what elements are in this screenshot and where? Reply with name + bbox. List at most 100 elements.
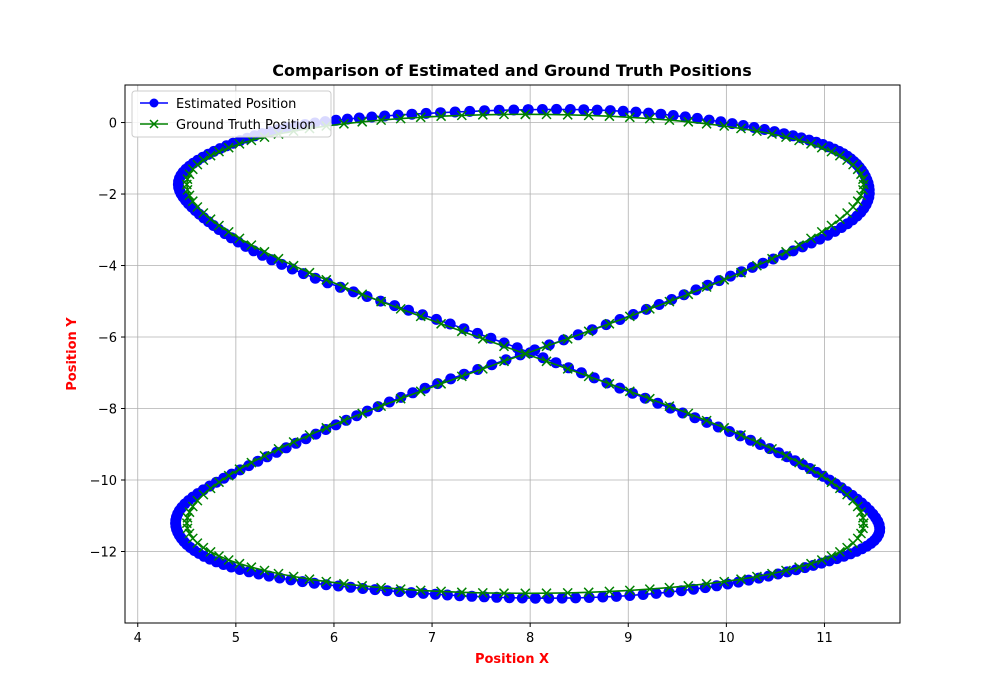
data-point-ground-truth (805, 464, 817, 475)
data-point-ground-truth (852, 501, 863, 512)
data-point-ground-truth (395, 584, 406, 595)
data-point-ground-truth (477, 333, 488, 344)
data-point-ground-truth (376, 582, 387, 593)
data-point-ground-truth (826, 550, 837, 562)
data-point-ground-truth (644, 113, 655, 124)
data-point-estimated (522, 104, 534, 116)
data-point-ground-truth (751, 260, 762, 271)
data-point-ground-truth (826, 220, 837, 231)
data-point-ground-truth (701, 415, 712, 426)
data-point-ground-truth (498, 341, 510, 352)
data-point-estimated (691, 112, 703, 124)
data-point-ground-truth (436, 586, 447, 597)
x-tick-label: 11 (816, 631, 833, 646)
ticks: 4 5 6 7 8 9 10 11 0 −2 −4 −6 −8 −10 −12 (90, 117, 833, 646)
data-point-ground-truth (816, 226, 827, 237)
data-point-ground-truth (842, 155, 853, 166)
data-point-ground-truth (701, 118, 712, 129)
data-point-estimated (675, 585, 687, 597)
data-point-ground-truth (357, 408, 368, 419)
data-point-ground-truth (213, 550, 225, 562)
data-point-ground-truth (834, 546, 845, 557)
data-point-ground-truth (794, 562, 805, 573)
data-point-estimated (688, 583, 699, 595)
data-point-ground-truth (562, 363, 573, 374)
data-point-ground-truth (751, 436, 762, 448)
data-point-ground-truth (477, 587, 488, 598)
data-point-ground-truth (234, 138, 245, 149)
legend-box (131, 90, 332, 138)
data-point-ground-truth (223, 142, 234, 153)
data-point-ground-truth (205, 546, 216, 557)
data-point-ground-truth (855, 507, 867, 518)
x-tick-label: 4 (134, 631, 142, 646)
data-point-ground-truth (644, 303, 655, 314)
data-point-ground-truth (604, 111, 615, 122)
data-point-ground-truth (338, 281, 349, 293)
data-point-ground-truth (604, 378, 615, 389)
data-point-ground-truth (338, 415, 349, 426)
data-point-ground-truth (376, 401, 387, 412)
data-point-ground-truth (456, 326, 467, 337)
data-point-ground-truth (624, 112, 635, 123)
data-point-ground-truth (187, 501, 198, 512)
data-point-ground-truth (376, 296, 387, 307)
data-point-ground-truth (288, 571, 299, 582)
data-point-ground-truth (719, 274, 730, 285)
data-point-ground-truth (321, 576, 332, 587)
data-point-ground-truth (288, 436, 299, 448)
data-point-ground-truth (719, 120, 730, 132)
legend-label-estimated: Estimated Position (176, 97, 296, 112)
x-tick-label: 9 (624, 631, 632, 646)
data-point-ground-truth (415, 311, 426, 322)
data-point-ground-truth (816, 554, 827, 566)
data-point-ground-truth (644, 393, 655, 404)
data-point-ground-truth (562, 333, 573, 344)
data-point-estimated (449, 106, 461, 118)
data-point-ground-truth (456, 587, 467, 598)
data-point-estimated (529, 592, 541, 604)
data-point-ground-truth (338, 118, 349, 129)
data-point-ground-truth (852, 164, 863, 175)
data-point-ground-truth (259, 565, 270, 576)
data-point-ground-truth (213, 477, 225, 488)
data-point-ground-truth (338, 578, 349, 589)
data-point-ground-truth (304, 267, 315, 278)
data-point-ground-truth (477, 109, 488, 120)
data-point-ground-truth (498, 356, 510, 367)
data-point-ground-truth (520, 109, 531, 120)
data-point-ground-truth (751, 126, 762, 137)
data-point-ground-truth (780, 132, 792, 143)
data-point-ground-truth (624, 585, 635, 596)
data-point-ground-truth (415, 386, 426, 397)
data-point-ground-truth (664, 582, 675, 593)
data-point-ground-truth (805, 138, 817, 149)
plot-frame (124, 84, 901, 624)
data-point-ground-truth (223, 226, 234, 237)
data-point-ground-truth (436, 111, 447, 122)
data-point-ground-truth (683, 289, 694, 300)
data-point-ground-truth (288, 260, 299, 271)
data-point-ground-truth (415, 112, 426, 123)
data-point-ground-truth (456, 110, 467, 121)
data-point-estimated (516, 592, 528, 604)
data-point-ground-truth (395, 113, 406, 124)
data-point-ground-truth (604, 586, 615, 597)
data-point-ground-truth (664, 296, 675, 307)
data-point-ground-truth (701, 578, 712, 589)
data-point-ground-truth (852, 533, 863, 544)
data-point-ground-truth (766, 568, 778, 579)
data-point-ground-truth (604, 318, 615, 329)
data-point-estimated (464, 105, 476, 117)
data-point-ground-truth (192, 495, 203, 506)
data-point-ground-truth (246, 562, 257, 573)
data-point-estimated (564, 104, 576, 115)
x-tick-label: 8 (526, 631, 534, 646)
y-tick-label: −8 (98, 403, 117, 418)
data-point-ground-truth (213, 146, 225, 157)
data-point-ground-truth (541, 109, 552, 120)
data-point-ground-truth (213, 220, 225, 231)
data-point-ground-truth (735, 429, 747, 441)
x-tick-label: 6 (330, 631, 338, 646)
data-point-ground-truth (184, 190, 195, 201)
